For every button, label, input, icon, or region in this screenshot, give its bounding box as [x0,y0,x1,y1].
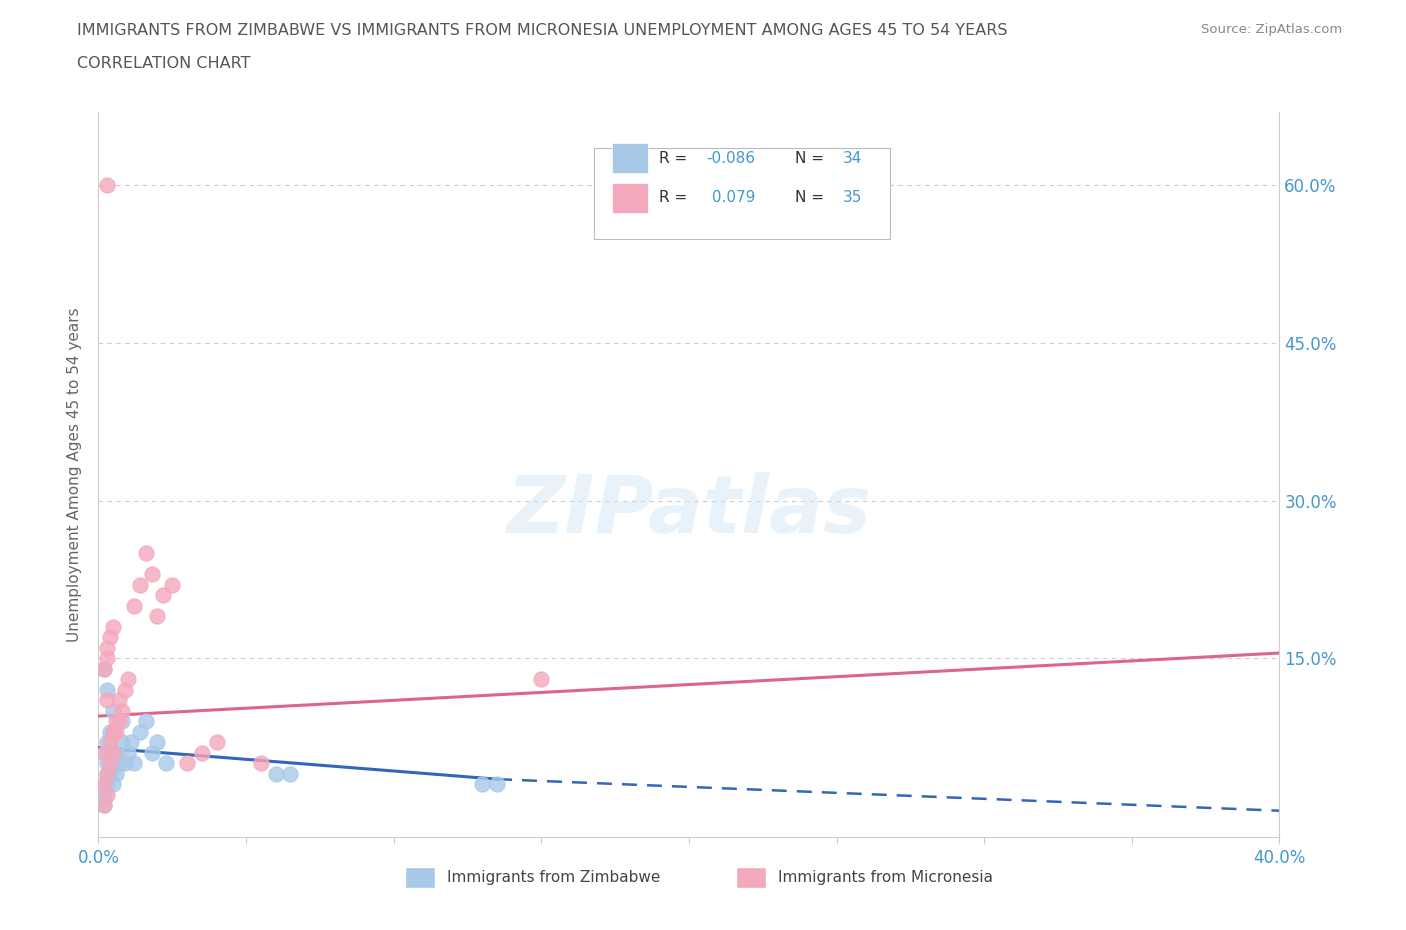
Text: 35: 35 [842,191,862,206]
Point [486,777,509,791]
Point [96,683,118,698]
Point [103,746,125,761]
FancyBboxPatch shape [595,148,890,239]
Point [96,788,118,803]
Bar [612,182,648,213]
Point [111,735,134,750]
Point [120,735,142,750]
Point [105,766,128,781]
Point [98,766,121,781]
Point [146,609,169,624]
Point [111,714,134,729]
Point [96,746,118,761]
Y-axis label: Unemployment Among Ages 45 to 54 years: Unemployment Among Ages 45 to 54 years [67,307,83,642]
Point [128,578,150,592]
Point [96,693,118,708]
Point [471,777,494,791]
Bar [612,143,648,173]
Text: Immigrants from Micronesia: Immigrants from Micronesia [778,870,993,885]
Point [98,724,121,739]
Point [96,756,118,771]
Text: Immigrants from Zimbabwe: Immigrants from Zimbabwe [447,870,661,885]
Point [105,724,128,739]
Point [103,724,125,739]
Point [98,756,121,771]
Point [93,798,115,813]
Text: ZIPatlas: ZIPatlas [506,472,872,550]
Bar [737,868,766,888]
Point [93,661,115,676]
Point [205,735,228,750]
Point [96,777,118,791]
Point [117,746,139,761]
Text: Source: ZipAtlas.com: Source: ZipAtlas.com [1202,23,1343,36]
Point [105,714,128,729]
Point [141,566,163,581]
Text: 0.079: 0.079 [707,191,755,206]
Point [162,578,183,592]
Point [176,756,198,771]
Text: IMMIGRANTS FROM ZIMBABWE VS IMMIGRANTS FROM MICRONESIA UNEMPLOYMENT AMONG AGES 4: IMMIGRANTS FROM ZIMBABWE VS IMMIGRANTS F… [77,23,1008,38]
Point [103,756,125,771]
Point [128,724,150,739]
Point [108,756,131,771]
Point [103,703,125,718]
Point [96,641,118,656]
Point [108,693,131,708]
Point [96,178,118,193]
Text: R =: R = [659,151,693,166]
Point [98,630,121,644]
Point [141,746,163,761]
Point [98,746,121,761]
Point [111,703,134,718]
Text: N =: N = [796,191,830,206]
Point [103,619,125,634]
Point [135,546,157,561]
Point [105,746,128,761]
Text: -0.086: -0.086 [707,151,755,166]
Point [93,661,115,676]
Text: CORRELATION CHART: CORRELATION CHART [77,56,250,71]
Point [264,766,287,781]
Point [96,766,118,781]
Point [103,724,125,739]
Point [114,683,136,698]
Text: N =: N = [796,151,830,166]
Point [250,756,273,771]
Point [135,714,157,729]
Point [93,788,115,803]
Point [103,777,125,791]
Point [152,588,174,603]
Point [93,746,115,761]
Point [146,735,169,750]
Point [122,598,145,613]
Point [93,798,115,813]
Point [530,671,553,686]
Point [98,735,121,750]
Text: R =: R = [659,191,697,206]
Point [117,671,139,686]
Point [191,746,214,761]
Bar [405,868,434,888]
Point [108,714,131,729]
Point [96,735,118,750]
Point [96,766,118,781]
Point [155,756,177,771]
Point [93,777,115,791]
Point [280,766,302,781]
Point [114,756,136,771]
Point [122,756,145,771]
Point [96,651,118,666]
Text: 34: 34 [842,151,862,166]
